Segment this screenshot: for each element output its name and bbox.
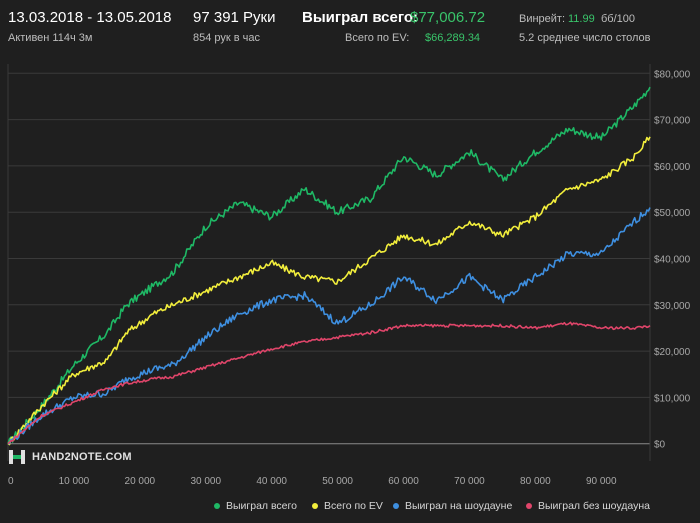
legend-item-ev[interactable]: Всего по EV [312,500,383,512]
legend-dot-showdown [393,503,399,509]
x-tick-label: 50 000 [322,476,353,487]
y-tick-label: $30,000 [654,301,691,312]
x-tick-label: 0 [8,476,14,487]
x-tick-label: 10 000 [59,476,90,487]
won-total-value: $77,006.72 [410,9,486,26]
hands-count: 97 391 Руки [193,9,276,26]
x-tick-label: 80 000 [520,476,551,487]
winrate-unit: бб/100 [601,13,636,25]
date-range: 13.03.2018 - 13.05.2018 [8,9,172,26]
x-tick-label: 70 000 [454,476,485,487]
x-tick-label: 20 000 [125,476,156,487]
y-tick-label: $40,000 [654,255,691,266]
avg-tables: 5.2 среднее число столов [519,32,651,44]
series-line-ev [7,136,651,446]
y-tick-label: $70,000 [654,116,691,127]
winnings-chart: $80,000 $70,000 $60,000 $50,000 $40,000 $30,0… [7,64,691,487]
y-tick-label: $60,000 [654,162,691,173]
logo-icon [8,448,28,466]
hand2note-logo: HAND2NOTE.COM [8,448,132,466]
hands-per-hour: 854 рук в час [193,32,261,44]
stats-header: 13.03.2018 - 13.05.2018 Активен 114ч 3м … [0,0,700,52]
y-tick-label: $20,000 [654,347,691,358]
x-tick-label: 60 000 [388,476,419,487]
y-tick-label: $50,000 [654,208,691,219]
ev-total-value: $66,289.34 [425,32,481,44]
legend-item-won[interactable]: Выиграл всего [214,500,297,512]
x-tick-label: 40 000 [256,476,287,487]
y-tick-label: $80,000 [654,69,691,80]
series-line-showdown [7,207,651,445]
active-time: Активен 114ч 3м [8,32,93,44]
ev-total-label: Всего по EV: [345,32,410,44]
series-line-won [7,86,651,444]
legend-label-nonshowdown: Выиграл без шоудауна [538,500,650,512]
x-tick-label: 30 000 [190,476,221,487]
y-tick-label: $0 [654,440,666,451]
y-tick-label: $10,000 [654,393,691,404]
logo-text: HAND2NOTE.COM [32,451,132,463]
winrate-label: Винрейт: [519,13,566,25]
legend-label-showdown: Выиграл на шоудауне [405,500,513,512]
legend-dot-nonshowdown [526,503,532,509]
legend-dot-won [214,503,220,509]
legend-label-won: Выиграл всего [226,500,297,512]
x-tick-label: 90 000 [586,476,617,487]
chart-legend: Выиграл всего Всего по EV Выиграл на шоу… [0,500,700,518]
legend-label-ev: Всего по EV [324,500,383,512]
legend-dot-ev [312,503,318,509]
legend-item-nonshowdown[interactable]: Выиграл без шоудауна [526,500,650,512]
series-line-nonshowdown [7,321,651,445]
winrate-value: 11.99 [568,13,595,25]
won-total-label: Выиграл всего: [302,9,419,26]
legend-item-showdown[interactable]: Выиграл на шоудауне [393,500,512,512]
